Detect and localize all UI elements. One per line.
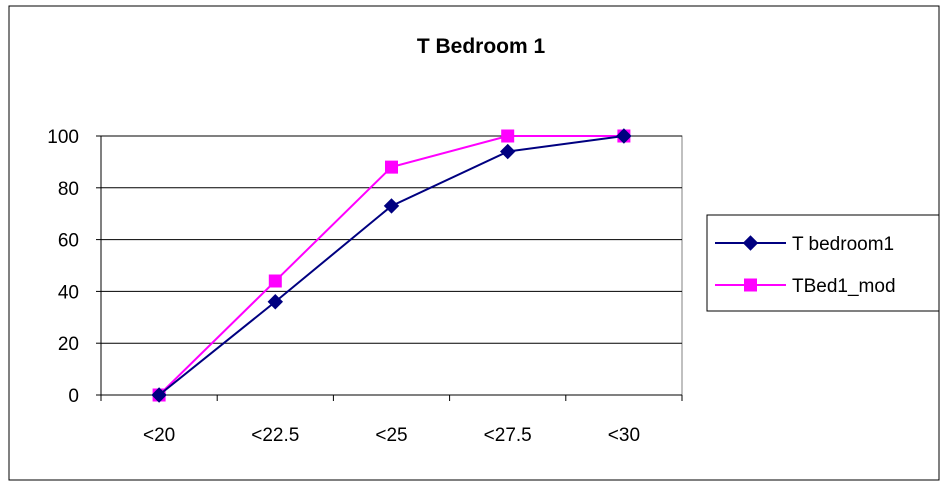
data-point-tbed1-mod-1	[268, 274, 282, 288]
x-tick-label: <20	[143, 425, 175, 446]
x-axis-ticks: <20 <22.5 <25 <27.5 <30	[100, 395, 683, 446]
x-tick-label: <25	[375, 425, 407, 446]
plot-area	[100, 135, 683, 396]
y-tick-label: 60	[58, 231, 79, 252]
y-axis-ticks: 0 20 40 60 80 100	[47, 127, 101, 407]
y-tick-label: 80	[58, 179, 79, 200]
data-point-t-bedroom1-1	[267, 294, 284, 310]
legend-marker-tbed1-mod	[744, 278, 757, 292]
chart-title: T Bedroom 1	[417, 35, 546, 58]
data-point-t-bedroom1-2	[383, 198, 400, 214]
data-point-t-bedroom1-4	[616, 128, 632, 144]
x-tick-label: <22.5	[251, 425, 299, 446]
y-tick-label: 0	[68, 386, 79, 407]
data-point-t-bedroom1-0	[151, 387, 167, 403]
y-tick-label: 100	[47, 127, 79, 148]
data-point-tbed1-mod-3	[501, 129, 515, 143]
y-tick-label: 40	[58, 282, 79, 303]
legend-label-t-bedroom1: T bedroom1	[792, 234, 894, 255]
x-tick-label: <27.5	[484, 425, 532, 446]
data-point-tbed1-mod-2	[385, 160, 398, 174]
legend: T bedroom1 TBed1_mod	[706, 214, 940, 312]
x-tick-label: <30	[608, 425, 640, 446]
series-layer	[151, 128, 632, 403]
y-tick-label: 20	[58, 334, 79, 355]
legend-box	[706, 214, 940, 312]
legend-label-tbed1-mod: TBed1_mod	[792, 276, 896, 297]
legend-marker-t-bedroom1	[742, 235, 759, 251]
series-t-bedroom1	[151, 128, 632, 403]
data-point-t-bedroom1-3	[499, 143, 516, 160]
